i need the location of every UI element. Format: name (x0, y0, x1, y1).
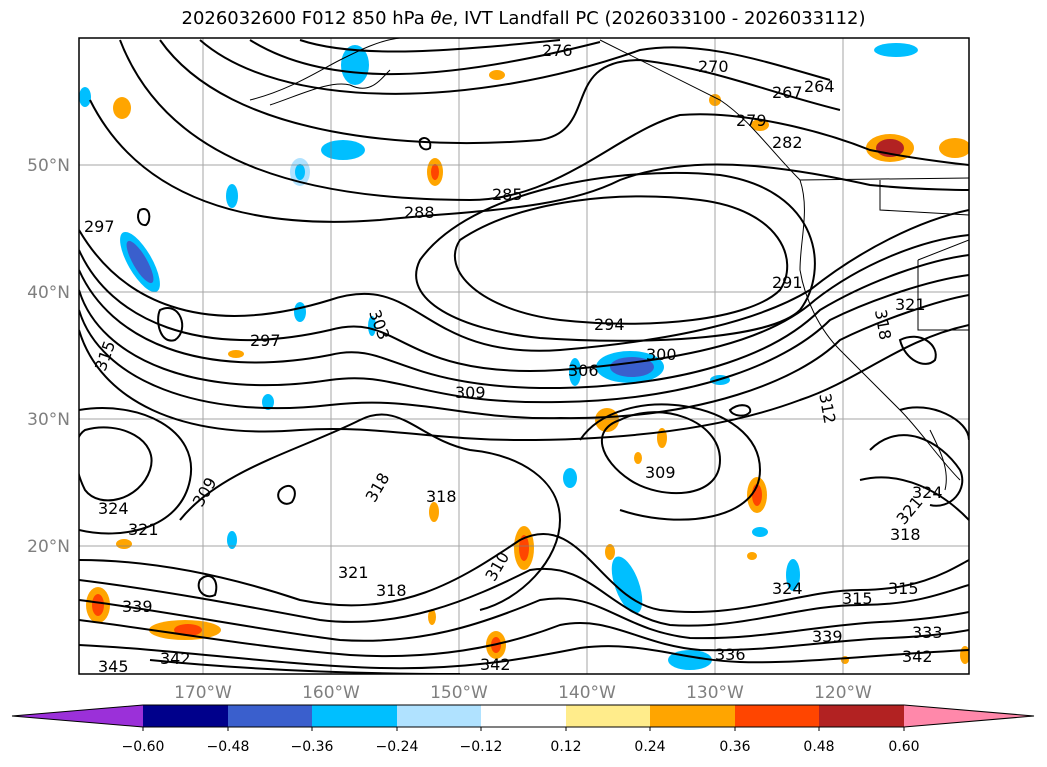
lat-label: 50°N (27, 156, 70, 176)
contour-label: 342 (480, 655, 511, 674)
contour-label: 339 (812, 627, 843, 646)
colorbar-tick-label: 0.60 (888, 739, 919, 755)
contour-label: 321 (128, 520, 159, 539)
colorbar-tick-label: −0.48 (207, 739, 250, 755)
contour-label: 294 (594, 315, 625, 334)
colorbar-segment (397, 705, 481, 727)
lon-label: 150°W (430, 683, 488, 703)
contour-label: 345 (98, 657, 129, 676)
contour-labels: 276 270 267 264 279 282 285 288 297 291 … (84, 41, 943, 676)
coastlines (249, 38, 969, 491)
contour-label: 276 (542, 41, 573, 60)
lon-label: 140°W (558, 683, 616, 703)
colorbar-segment (312, 705, 397, 727)
contour-label: 342 (902, 647, 933, 666)
contour-label: 339 (122, 597, 153, 616)
contour-label: 318 (426, 487, 457, 506)
colorbar-segment (819, 705, 904, 727)
lon-label: 120°W (814, 683, 872, 703)
contour-label: 321 (338, 563, 369, 582)
colorbar: −0.60 −0.48 −0.36 −0.24 −0.12 0.12 0.24 … (11, 704, 1035, 755)
contour-label: 318 (376, 581, 407, 600)
lat-label: 20°N (27, 537, 70, 557)
map-frame (78, 37, 970, 675)
colorbar-segment (228, 705, 312, 727)
lat-label: 30°N (27, 410, 70, 430)
contour-label: 324 (912, 483, 943, 502)
contour-label: 297 (84, 217, 115, 236)
lat-label: 40°N (27, 283, 70, 303)
contour-label: 264 (804, 77, 835, 96)
contour-label: 300 (646, 345, 677, 364)
colorbar-extend-right (904, 705, 1034, 727)
colorbar-segment (650, 705, 735, 727)
colorbar-segment (566, 705, 650, 727)
colorbar-tick-label: −0.24 (376, 739, 419, 755)
contour-label: 270 (698, 57, 729, 76)
colorbar-segment (735, 705, 819, 727)
colorbar-tick-label: −0.12 (460, 739, 503, 755)
contour-label: 288 (404, 203, 435, 222)
contour-label: 291 (772, 273, 803, 292)
contour-label: 282 (772, 133, 803, 152)
contour-label: 306 (568, 361, 599, 380)
colorbar-extend-left (12, 705, 143, 727)
contour-label: 315 (888, 579, 919, 598)
colorbar-segment (481, 705, 566, 727)
contour-label: 318 (890, 525, 921, 544)
colorbar-tick-label: 0.48 (803, 739, 834, 755)
theta-e-contours (79, 39, 969, 674)
contour-label: 267 (772, 83, 803, 102)
contour-label: 333 (912, 623, 943, 642)
latitude-axis: 50°N 40°N 30°N 20°N (27, 156, 70, 557)
lon-label: 160°W (302, 683, 360, 703)
colorbar-tick-label: −0.36 (291, 739, 334, 755)
colorbar-tick-label: −0.60 (122, 739, 165, 755)
contour-label: 297 (250, 331, 281, 350)
contour-label: 279 (736, 111, 767, 130)
contour-label: 315 (842, 589, 873, 608)
lon-label: 130°W (686, 683, 744, 703)
contour-label: 321 (895, 295, 926, 314)
contour-label: 285 (492, 185, 523, 204)
contour-label: 309 (645, 463, 676, 482)
contour-label: 324 (98, 499, 129, 518)
map-title: 2026032600 F012 850 hPa θe, IVT Landfall… (181, 8, 866, 29)
longitude-axis: 170°W 160°W 150°W 140°W 130°W 120°W (174, 683, 872, 703)
contour-label: 342 (160, 649, 191, 668)
colorbar-segment (143, 705, 228, 727)
contour-label: 309 (455, 383, 486, 402)
colorbar-tick-label: 0.24 (634, 739, 665, 755)
contour-label: 324 (772, 579, 803, 598)
lon-label: 170°W (174, 683, 232, 703)
colorbar-tick-label: 0.36 (719, 739, 750, 755)
contour-label: 336 (715, 645, 746, 664)
colorbar-tick-label: 0.12 (550, 739, 581, 755)
